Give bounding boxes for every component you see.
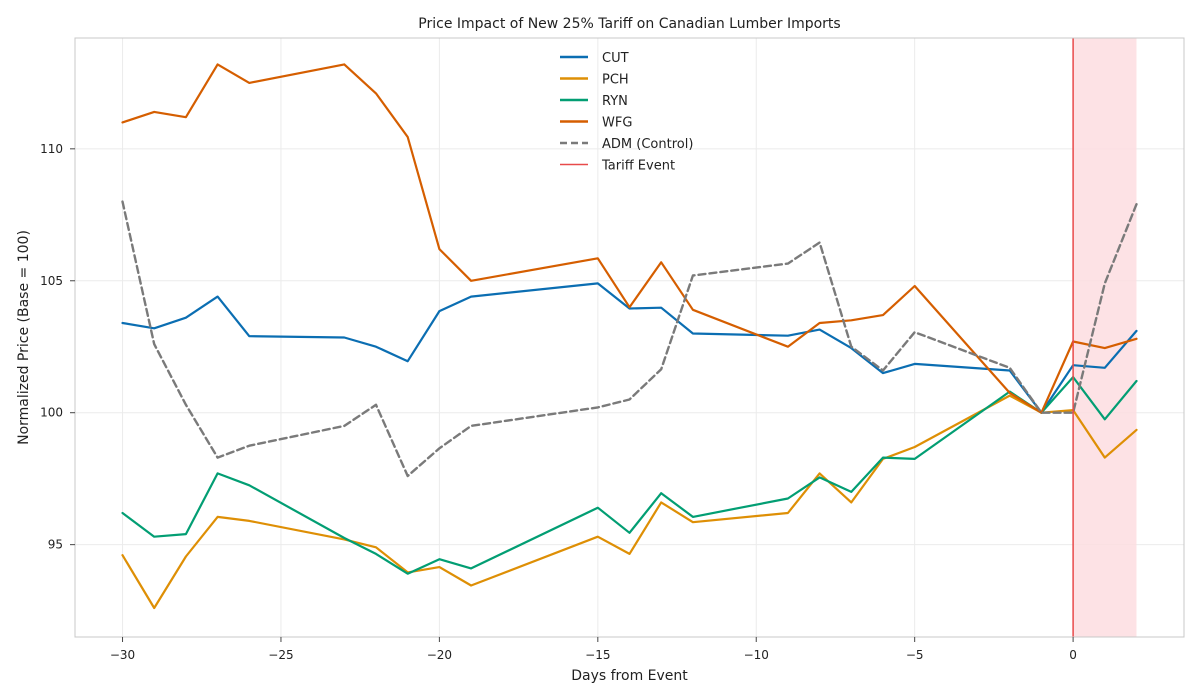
chart-title: Price Impact of New 25% Tariff on Canadi… [418,16,840,32]
x-axis-title: Days from Event [571,668,688,684]
legend-label: WFG [602,116,632,131]
legend-label: CUT [602,51,629,66]
x-tick-label: −20 [427,648,452,662]
grid [75,38,1184,637]
series-lines [121,38,1138,637]
legend-label: PCH [602,73,629,88]
x-tick-label: −30 [110,648,135,662]
plot-frame [74,37,1185,638]
x-tick-label: 0 [1069,648,1077,662]
axis-ticks: −30 −25 −20 −15 −10 −5 0 95 100 105 110 [40,142,1077,662]
legend-label: RYN [602,94,628,109]
series-line-cut [121,282,1138,414]
x-tick-label: −10 [744,648,769,662]
legend-label: ADM (Control) [602,137,693,152]
series-line-adm-control [121,200,1138,478]
x-tick-label: −25 [268,648,293,662]
legend-label: Tariff Event [601,159,675,174]
y-tick-label: 110 [40,142,63,156]
y-axis-title: Normalized Price (Base = 100) [16,230,32,445]
series-line-wfg [121,63,1138,414]
y-tick-label: 105 [40,274,63,288]
x-tick-label: −15 [585,648,610,662]
y-tick-label: 95 [48,538,63,552]
legend: CUT PCH RYN WFG ADM (Control) Tariff Event [560,51,693,174]
y-tick-label: 100 [40,406,63,420]
x-tick-label: −5 [906,648,924,662]
event-shaded-region [1073,38,1137,637]
event-window [1073,38,1137,637]
series-line-pch [121,394,1138,610]
